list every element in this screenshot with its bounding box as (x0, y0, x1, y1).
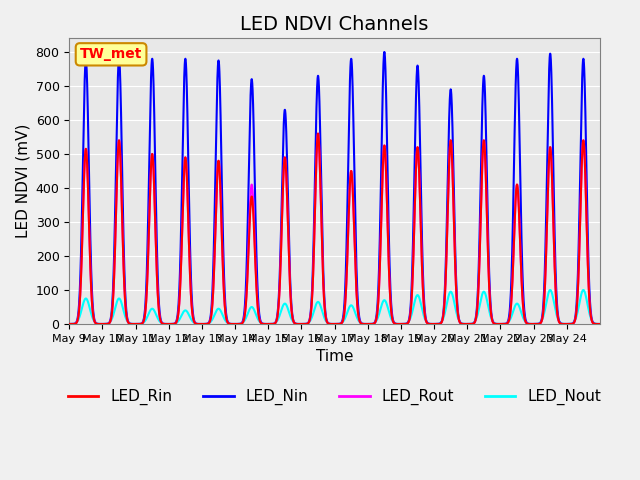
Legend: LED_Rin, LED_Nin, LED_Rout, LED_Nout: LED_Rin, LED_Nin, LED_Rout, LED_Nout (61, 383, 607, 411)
Y-axis label: LED NDVI (mV): LED NDVI (mV) (15, 124, 30, 239)
X-axis label: Time: Time (316, 349, 353, 364)
Text: TW_met: TW_met (80, 48, 142, 61)
Title: LED NDVI Channels: LED NDVI Channels (241, 15, 429, 34)
